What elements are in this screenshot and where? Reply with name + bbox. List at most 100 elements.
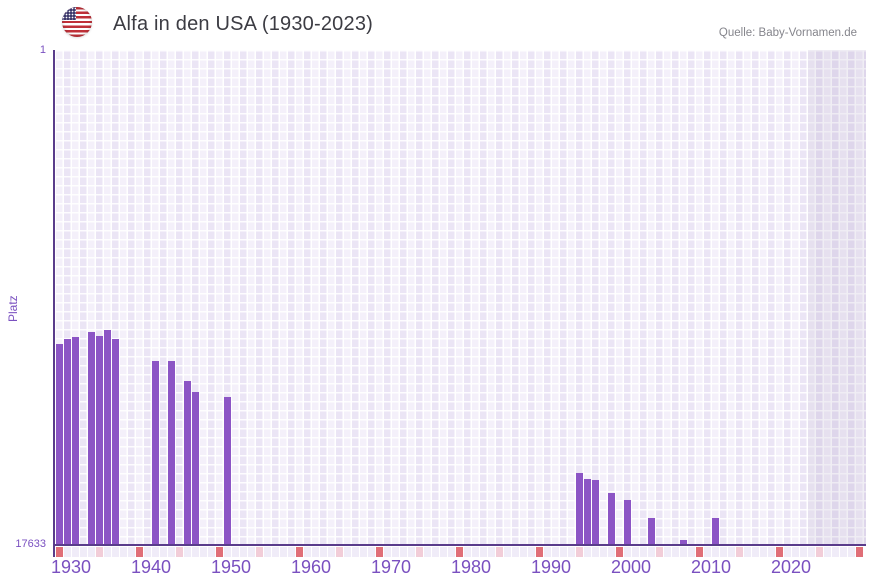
year-tick-2002 <box>632 546 639 557</box>
year-tick-1980 <box>456 546 463 557</box>
year-tick-1931 <box>64 546 71 557</box>
year-tick-2025 <box>816 546 823 557</box>
year-tick-1989 <box>528 546 535 557</box>
bar-1996[interactable] <box>584 478 591 544</box>
year-tick-2011 <box>704 546 711 557</box>
year-tick-1981 <box>464 546 471 557</box>
year-tick-1937 <box>112 546 119 557</box>
x-axis-line <box>54 543 866 546</box>
year-tick-1993 <box>560 546 567 557</box>
year-tick-1941 <box>144 546 151 557</box>
future-years-band <box>808 50 866 544</box>
x-label-1930: 1930 <box>50 557 92 577</box>
year-tick-2014 <box>728 546 735 557</box>
bar-1934[interactable] <box>88 331 95 544</box>
year-tick-2009 <box>688 546 695 557</box>
bar-1930[interactable] <box>56 344 63 544</box>
year-tick-2016 <box>744 546 751 557</box>
bar-1936[interactable] <box>104 330 111 544</box>
year-tick-1934 <box>88 546 95 557</box>
y-axis-line <box>52 50 55 557</box>
year-tick-1975 <box>416 546 423 557</box>
year-tick-1932 <box>72 546 79 557</box>
year-tick-2023 <box>800 546 807 557</box>
year-tick-2017 <box>752 546 759 557</box>
bar-2004[interactable] <box>648 517 655 544</box>
bar-2008[interactable] <box>680 540 687 544</box>
us-flag-icon <box>62 7 92 37</box>
x-label-1990: 1990 <box>530 557 572 577</box>
year-tick-1965 <box>336 546 343 557</box>
year-tick-1974 <box>408 546 415 557</box>
year-tick-1944 <box>168 546 175 557</box>
bar-1995[interactable] <box>576 473 583 544</box>
us-flag-canton <box>62 7 76 20</box>
year-tick-1946 <box>184 546 191 557</box>
year-tick-1995 <box>576 546 583 557</box>
year-tick-1970 <box>376 546 383 557</box>
year-tick-2006 <box>664 546 671 557</box>
x-axis-tick-strip <box>54 546 866 557</box>
year-tick-1967 <box>352 546 359 557</box>
year-tick-2026 <box>824 546 831 557</box>
year-tick-1961 <box>304 546 311 557</box>
bar-1999[interactable] <box>608 492 615 544</box>
year-tick-2027 <box>832 546 839 557</box>
year-tick-1988 <box>520 546 527 557</box>
year-tick-2021 <box>784 546 791 557</box>
x-label-1960: 1960 <box>290 557 332 577</box>
y-tick-top: 1 <box>39 44 46 56</box>
year-tick-2012 <box>712 546 719 557</box>
year-tick-1972 <box>392 546 399 557</box>
year-tick-1959 <box>288 546 295 557</box>
year-tick-1996 <box>584 546 591 557</box>
year-tick-2013 <box>720 546 727 557</box>
bar-1931[interactable] <box>64 338 71 544</box>
year-tick-2028 <box>840 546 847 557</box>
year-tick-1991 <box>544 546 551 557</box>
year-tick-2029 <box>848 546 855 557</box>
year-tick-1964 <box>328 546 335 557</box>
x-label-1940: 1940 <box>130 557 172 577</box>
year-tick-1953 <box>240 546 247 557</box>
year-tick-1938 <box>120 546 127 557</box>
year-tick-2018 <box>760 546 767 557</box>
year-tick-1933 <box>80 546 87 557</box>
x-label-1980: 1980 <box>450 557 492 577</box>
year-tick-1960 <box>296 546 303 557</box>
x-label-1950: 1950 <box>210 557 252 577</box>
year-tick-1949 <box>208 546 215 557</box>
bar-1944[interactable] <box>168 361 175 544</box>
bar-1937[interactable] <box>112 338 119 544</box>
year-tick-2008 <box>680 546 687 557</box>
year-tick-2003 <box>640 546 647 557</box>
x-label-2010: 2010 <box>690 557 732 577</box>
bar-2012[interactable] <box>712 517 719 544</box>
year-tick-1985 <box>496 546 503 557</box>
bar-1942[interactable] <box>152 361 159 544</box>
bar-1932[interactable] <box>72 337 79 544</box>
year-tick-2004 <box>648 546 655 557</box>
year-tick-2024 <box>808 546 815 557</box>
bar-1951[interactable] <box>224 397 231 544</box>
y-tick-bottom: 17633 <box>15 538 46 550</box>
year-tick-1956 <box>264 546 271 557</box>
year-tick-1976 <box>424 546 431 557</box>
bar-2001[interactable] <box>624 499 631 544</box>
year-tick-1950 <box>216 546 223 557</box>
bar-1946[interactable] <box>184 380 191 544</box>
year-tick-1990 <box>536 546 543 557</box>
bar-1947[interactable] <box>192 391 199 544</box>
source-credit: Quelle: Baby-Vornamen.de <box>718 27 857 39</box>
year-tick-1983 <box>480 546 487 557</box>
year-tick-1939 <box>128 546 135 557</box>
bar-1935[interactable] <box>96 335 103 544</box>
year-tick-1963 <box>320 546 327 557</box>
year-tick-1982 <box>472 546 479 557</box>
year-tick-1958 <box>280 546 287 557</box>
year-tick-1930 <box>56 546 63 557</box>
bar-1997[interactable] <box>592 480 599 544</box>
year-tick-2030 <box>856 546 863 557</box>
year-tick-1984 <box>488 546 495 557</box>
